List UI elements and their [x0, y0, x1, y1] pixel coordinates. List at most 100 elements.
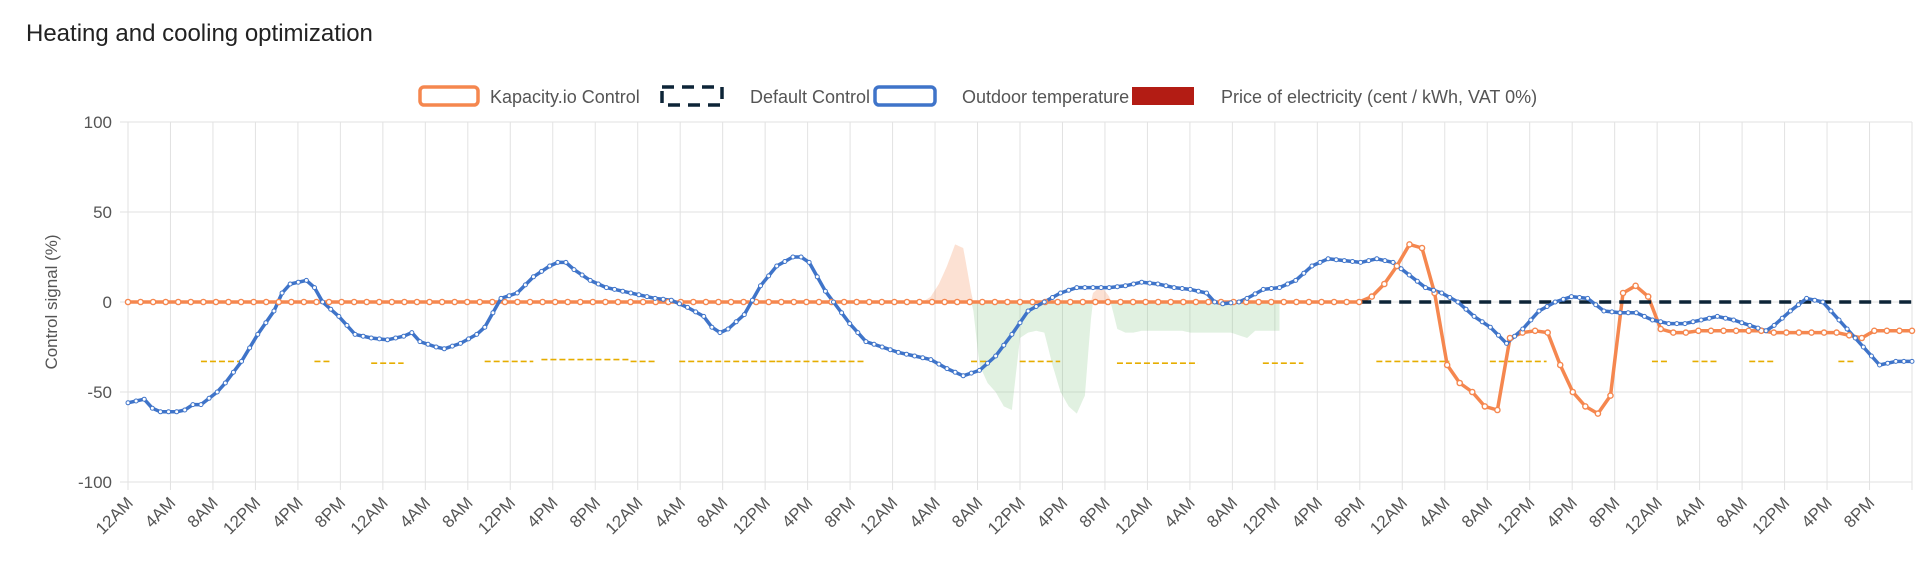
kapacity-point — [589, 298, 597, 306]
outdoor-temp-point — [1236, 299, 1242, 305]
x-tick-label: 12AM — [857, 493, 902, 538]
kapacity-point — [1845, 331, 1853, 339]
outdoor-temp-point — [571, 267, 577, 273]
y-tick-label: -100 — [78, 473, 112, 492]
x-tick-label: 12PM — [984, 493, 1029, 538]
outdoor-temp-point — [295, 279, 301, 285]
x-tick-label: 4AM — [141, 493, 179, 531]
outdoor-temp-point — [725, 326, 731, 332]
kapacity-point — [1569, 388, 1577, 396]
outdoor-temp-point — [1301, 270, 1307, 276]
kapacity-point — [1305, 298, 1313, 306]
kapacity-point — [777, 298, 785, 306]
kapacity-point — [124, 298, 132, 306]
kapacity-point — [1092, 298, 1099, 306]
kapacity-point — [1833, 329, 1840, 336]
outdoor-temp-point — [1317, 259, 1323, 265]
legend-label[interactable]: Default Control — [750, 87, 870, 107]
kapacity-point — [928, 298, 936, 306]
outdoor-temp-point — [287, 281, 293, 287]
kapacity-point — [1607, 392, 1614, 399]
outdoor-temp-point — [198, 402, 204, 408]
outdoor-temp-point — [1625, 310, 1631, 316]
kapacity-point — [1632, 282, 1639, 290]
outdoor-temp-point — [449, 343, 455, 349]
outdoor-temp-point — [482, 324, 488, 330]
outdoor-temp-point — [782, 259, 788, 264]
legend[interactable]: Kapacity.io Control Default Control Outdoo… — [418, 85, 1537, 107]
x-tick-label: 8PM — [1076, 493, 1114, 531]
kapacity-point — [1066, 298, 1074, 306]
kapacity-point — [602, 298, 609, 306]
outdoor-temp-point — [1455, 299, 1461, 305]
outdoor-temp-point — [993, 353, 999, 359]
legend-swatch-kapacity[interactable] — [418, 85, 480, 107]
legend-label[interactable]: Kapacity.io Control — [490, 87, 640, 107]
outdoor-temp-point — [806, 259, 812, 265]
x-tick-label: 8PM — [1330, 493, 1368, 531]
x-tick-label: 4AM — [1415, 493, 1453, 531]
kapacity-point — [1016, 298, 1024, 306]
kapacity-point — [413, 298, 421, 306]
kapacity-point — [1393, 262, 1401, 270]
x-tick-label: 8AM — [1458, 493, 1496, 531]
outdoor-temp-point — [1601, 308, 1607, 314]
outdoor-temp-point — [1706, 315, 1712, 321]
kapacity-point — [1167, 298, 1175, 306]
outdoor-temp-point — [1820, 299, 1826, 305]
outdoor-temp-point — [417, 339, 423, 345]
kapacity-point — [1544, 329, 1551, 336]
outdoor-temp-point — [279, 290, 285, 296]
kapacity-point — [953, 298, 961, 306]
outdoor-temp-point — [182, 407, 188, 413]
kapacity-point — [225, 298, 232, 306]
x-tick-label: 12AM — [347, 493, 392, 538]
outdoor-temp-point — [620, 288, 626, 294]
outdoor-temp-point — [1714, 313, 1720, 319]
x-tick-label: 12AM — [92, 493, 137, 538]
outdoor-temp-point — [871, 341, 877, 347]
outdoor-temp-point — [149, 405, 155, 411]
kapacity-point — [1104, 298, 1112, 306]
outdoor-temp-point — [920, 355, 926, 361]
outdoor-temp-point — [1001, 342, 1007, 348]
outdoor-temp-point — [976, 367, 982, 373]
outdoor-temp-point — [1082, 285, 1088, 291]
outdoor-temp-point — [1495, 332, 1501, 338]
outdoor-temp-point — [1017, 320, 1023, 326]
kapacity-point — [1556, 361, 1564, 369]
outdoor-temp-point — [741, 312, 747, 318]
outdoor-temp-point — [685, 304, 691, 310]
kapacity-point — [1783, 329, 1790, 336]
kapacity-point — [916, 298, 923, 306]
outdoor-temp-point — [239, 358, 245, 364]
kapacity-point — [350, 298, 358, 306]
outdoor-temp-point — [636, 292, 642, 298]
x-tick-label: 4PM — [1288, 493, 1326, 531]
outdoor-temp-point — [1049, 295, 1055, 300]
outdoor-temp-point — [376, 336, 382, 342]
kapacity-point — [451, 298, 458, 306]
outdoor-temp-point — [506, 293, 512, 299]
outdoor-temp-point — [368, 335, 374, 341]
legend-swatch-default[interactable] — [660, 85, 724, 107]
kapacity-point — [1506, 334, 1514, 342]
kapacity-point — [1418, 244, 1426, 252]
outdoor-temp-point — [733, 319, 739, 325]
outdoor-temp-point — [441, 346, 447, 352]
outdoor-temp-point — [1487, 324, 1493, 330]
outdoor-temp-point — [1220, 301, 1226, 307]
outdoor-temp-point — [1479, 319, 1485, 325]
x-tick-label: 4PM — [778, 493, 816, 531]
outdoor-temp-point — [1260, 286, 1266, 292]
outdoor-temp-point — [1512, 333, 1518, 339]
kapacity-point — [1657, 325, 1665, 333]
x-tick-label: 4AM — [651, 493, 689, 531]
legend-label[interactable]: Price of electricity (cent / kWh, VAT 0%… — [1221, 87, 1537, 107]
legend-swatch-price[interactable] — [1132, 87, 1194, 105]
legend-swatch-outdoor[interactable] — [873, 85, 937, 107]
x-tick-label: 4PM — [1543, 493, 1581, 531]
legend-label[interactable]: Outdoor temperature — [962, 87, 1129, 107]
outdoor-temp-point — [466, 336, 472, 342]
outdoor-temp-point — [1771, 322, 1777, 328]
